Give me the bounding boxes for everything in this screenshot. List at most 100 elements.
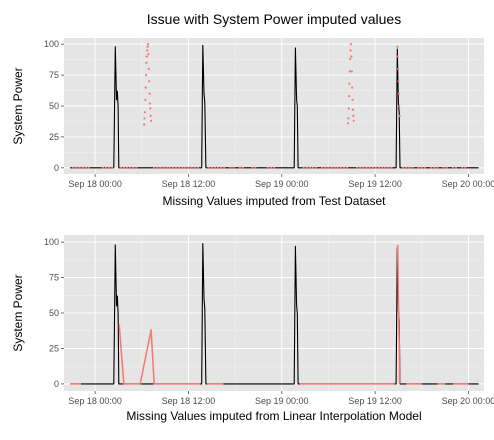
data-point <box>272 166 276 169</box>
y-tick-label: 50 <box>49 101 59 111</box>
y-tick-label: 0 <box>54 379 59 389</box>
series-2 <box>72 43 467 169</box>
data-point <box>269 166 272 169</box>
x-tick-label: Sep 19 00:00 <box>255 179 309 189</box>
data-point <box>145 61 148 64</box>
data-point <box>351 86 354 89</box>
data-point <box>336 166 339 169</box>
y-tick-label: 50 <box>49 308 59 318</box>
data-point <box>324 166 327 169</box>
data-point <box>168 166 171 169</box>
x-tick-label: Sep 20 00:00 <box>442 396 494 406</box>
data-point <box>387 166 390 169</box>
data-point <box>147 53 150 56</box>
data-point <box>251 166 254 169</box>
data-point <box>359 166 362 169</box>
data-point <box>433 166 436 169</box>
data-point <box>143 117 146 120</box>
data-point <box>397 80 400 83</box>
data-point <box>174 166 178 169</box>
x-tick-label: Sep 19 00:00 <box>255 396 309 406</box>
data-point <box>302 166 305 169</box>
data-point <box>451 166 454 169</box>
y-tick-label: 100 <box>44 237 59 247</box>
data-point <box>397 92 400 95</box>
data-point <box>349 49 352 52</box>
data-point <box>87 166 90 169</box>
data-point <box>159 166 162 169</box>
data-point <box>190 166 193 169</box>
data-point <box>171 166 174 169</box>
data-point <box>350 70 353 73</box>
data-point <box>351 98 354 101</box>
y-tick-label: 25 <box>49 343 59 353</box>
y-tick-label: 75 <box>49 273 59 283</box>
data-point <box>408 166 411 169</box>
data-point <box>346 166 349 169</box>
x-tick-label: Sep 19 12:00 <box>348 179 402 189</box>
data-point <box>223 166 226 169</box>
data-point <box>464 166 467 169</box>
data-point <box>149 114 152 117</box>
data-point <box>396 55 399 58</box>
data-point <box>333 166 336 169</box>
panel-2: 0 25 50 75 100 Sep 18 00:00 Sep 18 12:00 Sep 19… <box>11 235 494 423</box>
data-point <box>384 166 387 169</box>
data-point <box>149 107 152 110</box>
data-point <box>305 166 308 169</box>
data-point <box>346 122 349 125</box>
x-tick-label: Sep 20 00:00 <box>442 179 494 189</box>
data-point <box>144 86 147 89</box>
data-point <box>348 70 351 73</box>
series-line-segment <box>118 324 201 385</box>
data-point <box>148 80 151 83</box>
data-point <box>381 166 384 169</box>
y-axis-title: System Power <box>11 274 25 351</box>
data-point <box>417 166 420 169</box>
data-point <box>187 166 190 169</box>
data-point <box>430 166 433 169</box>
chart-title: Issue with System Power imputed values <box>147 11 401 27</box>
data-point <box>350 55 353 58</box>
data-point <box>132 166 135 169</box>
data-point <box>241 166 244 169</box>
x-tick-label: Sep 18 00:00 <box>68 179 122 189</box>
data-point <box>75 166 78 169</box>
data-point <box>362 166 365 169</box>
y-axis-title: System Power <box>11 67 25 144</box>
series-line-segment <box>396 244 401 384</box>
data-point <box>348 82 351 85</box>
data-point <box>111 166 114 169</box>
data-point <box>220 166 223 169</box>
y-tick-label: 25 <box>49 132 59 142</box>
data-point <box>330 166 333 169</box>
data-point <box>129 166 132 169</box>
x-tick-label: Sep 18 00:00 <box>68 396 122 406</box>
data-point <box>351 108 354 111</box>
data-point <box>78 166 81 169</box>
data-point <box>184 166 187 169</box>
data-point <box>411 166 414 169</box>
data-point <box>153 166 156 169</box>
data-point <box>145 74 148 77</box>
data-point <box>122 166 125 169</box>
data-point <box>156 166 159 169</box>
panel-1: 0 25 50 75 100 Sep 18 00:00 Sep 18 12:00 Sep 19… <box>11 11 494 208</box>
data-point <box>311 166 314 169</box>
data-point <box>314 166 318 169</box>
data-point <box>405 166 408 169</box>
data-point <box>461 166 464 169</box>
data-point <box>342 166 346 169</box>
data-point <box>397 67 400 70</box>
data-point <box>148 102 151 105</box>
data-point <box>125 166 129 169</box>
x-tick-label: Sep 18 12:00 <box>162 396 216 406</box>
data-point <box>308 166 311 169</box>
data-point <box>402 166 405 169</box>
data-point <box>148 92 151 95</box>
x-axis-title: Missing Values imputed from Linear Inter… <box>126 409 421 423</box>
data-point <box>147 67 150 70</box>
data-point <box>143 111 146 114</box>
data-point <box>232 166 235 169</box>
